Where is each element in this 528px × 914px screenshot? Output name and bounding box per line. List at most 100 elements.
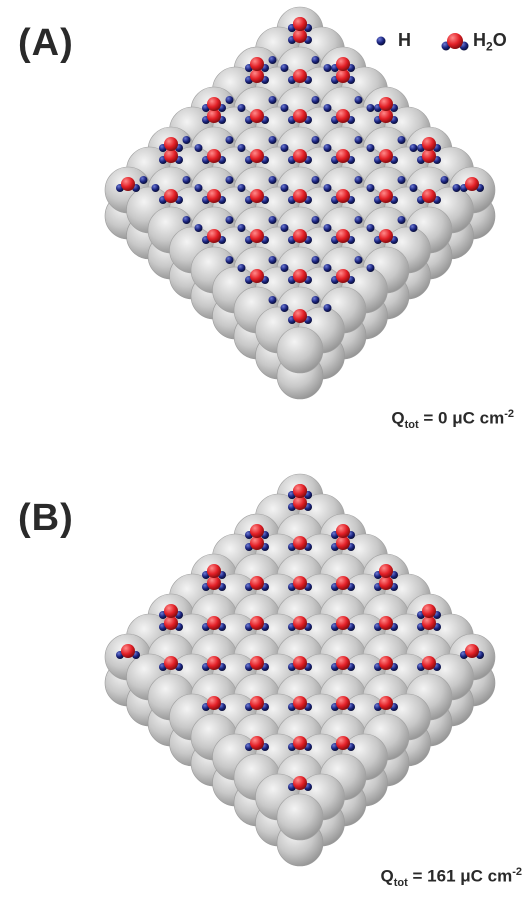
oxygen-atom: [293, 269, 307, 283]
oxygen-atom: [207, 189, 221, 203]
oxygen-atom: [207, 576, 221, 590]
oxygen-atom: [336, 616, 350, 630]
oxygen-atom: [422, 604, 436, 618]
oxygen-atom: [293, 496, 307, 510]
oxygen-atom: [121, 644, 135, 658]
surface-atom: [276, 793, 324, 841]
water-molecule: [245, 149, 269, 164]
water-molecule: [374, 564, 398, 579]
water-molecule: [245, 269, 269, 284]
adsorbed-h-atom: [237, 104, 246, 112]
adsorbed-h-atom: [268, 96, 277, 104]
adsorbed-h-atom: [280, 184, 289, 192]
water-molecule: [374, 229, 398, 244]
oxygen-atom: [336, 524, 350, 538]
legend-water-label: H2O: [473, 30, 507, 54]
adsorbed-h-atom: [237, 184, 246, 192]
oxygen-atom: [379, 576, 393, 590]
oxygen-atom: [207, 97, 221, 111]
adsorbed-h-atom: [280, 144, 289, 152]
oxygen-atom: [207, 229, 221, 243]
adsorbates: [116, 484, 484, 791]
oxygen-atom: [250, 536, 264, 550]
oxygen-atom: [250, 576, 264, 590]
slab-atoms: [104, 473, 496, 867]
adsorbed-h-atom: [366, 224, 375, 232]
oxygen-atom: [336, 656, 350, 670]
water-molecule: [331, 189, 355, 204]
adsorbed-h-atom: [311, 176, 320, 184]
adsorbed-h-atom: [323, 184, 332, 192]
adsorbed-h-atom: [194, 224, 203, 232]
water-molecule: [245, 229, 269, 244]
oxygen-atom: [379, 656, 393, 670]
adsorbed-h-atom: [268, 136, 277, 144]
adsorbed-h-atom: [268, 56, 277, 64]
surface-atom: [276, 326, 324, 374]
oxygen-atom: [250, 656, 264, 670]
water-molecule: [202, 229, 226, 244]
oxygen-atom: [293, 309, 307, 323]
oxygen-atom: [293, 484, 307, 498]
water-molecule: [288, 149, 312, 164]
oxygen-atom: [465, 177, 479, 191]
water-molecule: [245, 109, 269, 124]
water-molecule: [202, 564, 226, 579]
adsorbed-h-atom: [366, 144, 375, 152]
oxygen-atom: [164, 137, 178, 151]
oxygen-atom: [379, 696, 393, 710]
oxygen-atom: [379, 229, 393, 243]
adsorbed-h-atom: [182, 176, 191, 184]
water-molecule: [116, 644, 140, 659]
adsorbed-h-atom: [323, 304, 332, 312]
oxygen-atom: [379, 616, 393, 630]
water-molecule: [159, 604, 183, 619]
oxygen-atom: [422, 656, 436, 670]
oxygen-atom: [207, 564, 221, 578]
water-molecule: [331, 616, 355, 631]
water-molecule: [202, 109, 226, 124]
oxygen-atom: [379, 189, 393, 203]
oxygen-atom: [336, 149, 350, 163]
adsorbed-h-atom: [323, 264, 332, 272]
oxygen-atom: [164, 604, 178, 618]
oxygen-atom: [207, 696, 221, 710]
oxygen-atom: [164, 149, 178, 163]
adsorbed-h-atom: [397, 216, 406, 224]
oxygen-atom: [422, 616, 436, 630]
water-molecule: [202, 616, 226, 631]
oxygen-atom: [293, 189, 307, 203]
water-molecule: [202, 696, 226, 711]
water-molecule: [331, 524, 355, 539]
adsorbed-h-atom: [182, 136, 191, 144]
water-molecule: [331, 149, 355, 164]
adsorbed-h-atom: [268, 176, 277, 184]
oxygen-atom: [293, 776, 307, 790]
adsorbed-h-atom: [366, 184, 375, 192]
water-molecule: [331, 696, 355, 711]
adsorbed-h-atom: [354, 216, 363, 224]
adsorbed-h-atom: [311, 96, 320, 104]
adsorbed-h-atom: [225, 256, 234, 264]
water-molecule: [202, 97, 226, 112]
water-molecule: [288, 696, 312, 711]
panel-b: (B) Qtot = 161 μC cm-2: [0, 457, 528, 914]
water-molecule: [288, 656, 312, 671]
water-molecule: [331, 576, 355, 591]
adsorbed-h-atom: [182, 216, 191, 224]
adsorbed-h-atom: [280, 304, 289, 312]
legend-h-label: H: [398, 30, 411, 50]
oxygen-atom: [250, 269, 264, 283]
oxygen-atom: [293, 656, 307, 670]
water-molecule: [331, 536, 355, 551]
adsorbed-h-atom: [151, 184, 160, 192]
water-molecule: [288, 189, 312, 204]
water-molecule: [245, 656, 269, 671]
oxygen-atom: [207, 656, 221, 670]
oxygen-atom: [250, 696, 264, 710]
water-molecule: [331, 269, 355, 284]
charge-label-b: Qtot = 161 μC cm-2: [380, 866, 523, 890]
water-molecule: [331, 57, 355, 72]
water-molecule: [245, 576, 269, 591]
water-molecule: [245, 57, 269, 72]
